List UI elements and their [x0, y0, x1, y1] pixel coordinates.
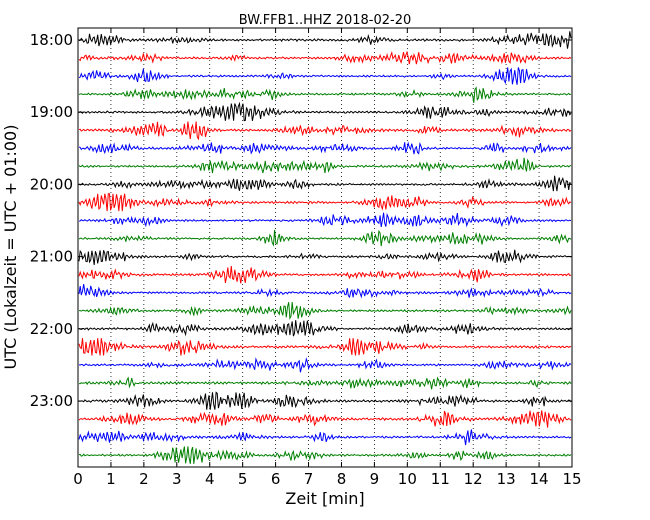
trace-2015	[78, 193, 572, 212]
trace-2230	[78, 357, 572, 373]
y-tick-label-5: 23:00	[30, 392, 73, 410]
x-tick-label-1: 1	[106, 470, 116, 488]
x-tick-label-12: 12	[464, 470, 483, 488]
trace-1845	[78, 86, 572, 103]
trace-2245	[78, 376, 572, 390]
trace-2000	[78, 175, 572, 192]
y-tick-label-2: 20:00	[30, 175, 73, 193]
x-axis-ticks: 0 1 2 3 4 5 6 7 8 9 10 11 12 13 14 15	[73, 28, 582, 488]
y-tick-label-0: 18:00	[30, 31, 73, 49]
x-tick-label-3: 3	[172, 470, 182, 488]
x-tick-label-4: 4	[205, 470, 215, 488]
trace-1800	[78, 31, 572, 49]
y-axis-ticks: 18:00 19:00 20:00 21:00 22:00 23:00	[30, 31, 572, 410]
trace-1915	[78, 121, 572, 141]
trace-2100	[78, 249, 572, 266]
y-axis-label: UTC (Lokalzeit = UTC + 01:00)	[1, 125, 20, 370]
trace-2045	[78, 229, 572, 247]
x-tick-label-0: 0	[73, 470, 83, 488]
trace-1930	[78, 141, 572, 155]
x-tick-label-13: 13	[497, 470, 516, 488]
trace-2315	[78, 410, 572, 428]
x-tick-label-6: 6	[271, 470, 281, 488]
x-tick-label-2: 2	[139, 470, 149, 488]
x-tick-label-8: 8	[337, 470, 347, 488]
trace-2145	[78, 302, 572, 320]
x-tick-label-14: 14	[530, 470, 549, 488]
trace-1945	[78, 157, 572, 174]
trace-1830	[78, 67, 572, 85]
trace-2115	[78, 265, 572, 284]
trace-2330	[78, 429, 572, 446]
y-tick-label-4: 22:00	[30, 320, 73, 338]
trace-2200	[78, 320, 572, 337]
y-tick-label-3: 21:00	[30, 248, 73, 266]
trace-1815	[78, 50, 572, 65]
trace-layer	[78, 31, 572, 464]
trace-1900	[78, 101, 572, 122]
x-tick-label-10: 10	[398, 470, 417, 488]
x-tick-label-11: 11	[431, 470, 450, 488]
trace-2130	[78, 283, 572, 299]
x-tick-label-5: 5	[238, 470, 248, 488]
trace-2030	[78, 212, 572, 228]
x-tick-label-9: 9	[370, 470, 380, 488]
x-axis-label: Zeit [min]	[285, 489, 364, 508]
trace-2345	[78, 446, 572, 464]
trace-2215	[78, 338, 572, 356]
trace-2300	[78, 391, 572, 410]
y-tick-label-1: 19:00	[30, 103, 73, 121]
chart-title: BW.FFB1..HHZ 2018-02-20	[239, 13, 412, 28]
x-tick-label-7: 7	[304, 470, 314, 488]
x-tick-label-15: 15	[562, 470, 581, 488]
plot-area	[77, 27, 573, 468]
